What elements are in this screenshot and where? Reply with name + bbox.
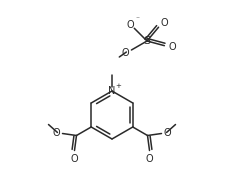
Text: N: N xyxy=(108,86,116,96)
Text: S: S xyxy=(144,36,151,46)
Text: O: O xyxy=(71,153,78,163)
Text: O: O xyxy=(164,128,171,137)
Text: O: O xyxy=(122,48,129,58)
Text: O: O xyxy=(169,42,176,52)
Text: O: O xyxy=(161,18,168,28)
Text: ⁻: ⁻ xyxy=(135,15,139,24)
Text: O: O xyxy=(126,20,134,30)
Text: +: + xyxy=(115,83,121,89)
Text: O: O xyxy=(53,128,60,137)
Text: O: O xyxy=(146,153,153,163)
